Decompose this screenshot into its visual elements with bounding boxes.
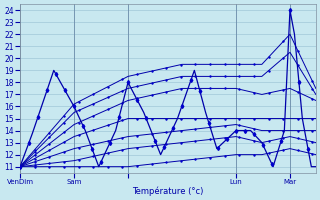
X-axis label: Température (°c): Température (°c) [132,186,204,196]
